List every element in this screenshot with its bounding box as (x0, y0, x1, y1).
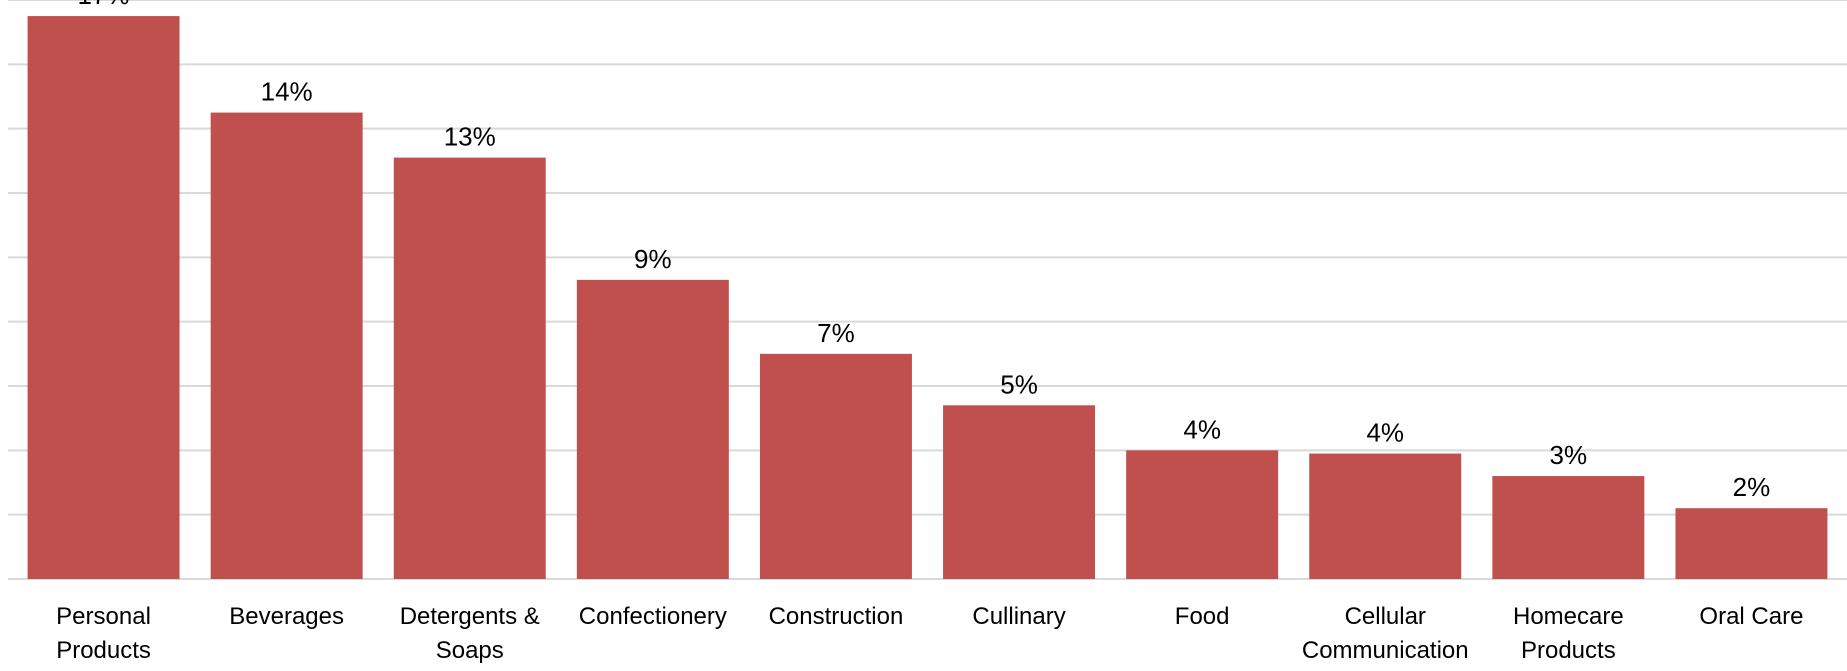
x-tick-label: Homecare Products (1513, 603, 1624, 664)
x-tick-label: Oral Care (1699, 603, 1803, 630)
data-label: 14% (261, 77, 313, 107)
x-tick-labels: Personal Products Beverages Detergents & Soa… (56, 603, 1803, 664)
bar (1675, 508, 1828, 579)
x-tick-label: Confectionery (579, 603, 727, 630)
data-label: 9% (634, 244, 672, 274)
data-label: 3% (1550, 440, 1588, 470)
bar (1126, 450, 1279, 579)
data-label: 17% (78, 0, 130, 10)
bar (393, 157, 546, 579)
data-label: 4% (1183, 414, 1221, 444)
bar (943, 405, 1096, 579)
data-label: 5% (1000, 369, 1038, 399)
x-tick-label: Personal Products (56, 603, 151, 664)
x-tick-label: Food (1175, 603, 1230, 630)
bar (576, 279, 729, 579)
bar (210, 112, 363, 579)
bar (759, 353, 912, 579)
data-label: 4% (1366, 418, 1404, 448)
x-tick-label: Construction (769, 603, 904, 630)
bar (27, 16, 180, 580)
data-label: 2% (1733, 472, 1771, 502)
data-label: 7% (817, 318, 855, 348)
bar (1492, 476, 1645, 579)
x-tick-label: Cellular Communication (1302, 603, 1469, 664)
x-tick-label: Beverages (229, 603, 344, 630)
bar (1309, 453, 1462, 579)
data-labels: 17% 14% 13% 9% 7% 5% 4% 4% 3% 2% (78, 0, 1771, 502)
x-tick-label: Detergents & Soaps (400, 603, 540, 664)
data-label: 13% (444, 122, 496, 152)
x-tick-label: Cullinary (972, 603, 1065, 630)
bars (27, 16, 1828, 580)
